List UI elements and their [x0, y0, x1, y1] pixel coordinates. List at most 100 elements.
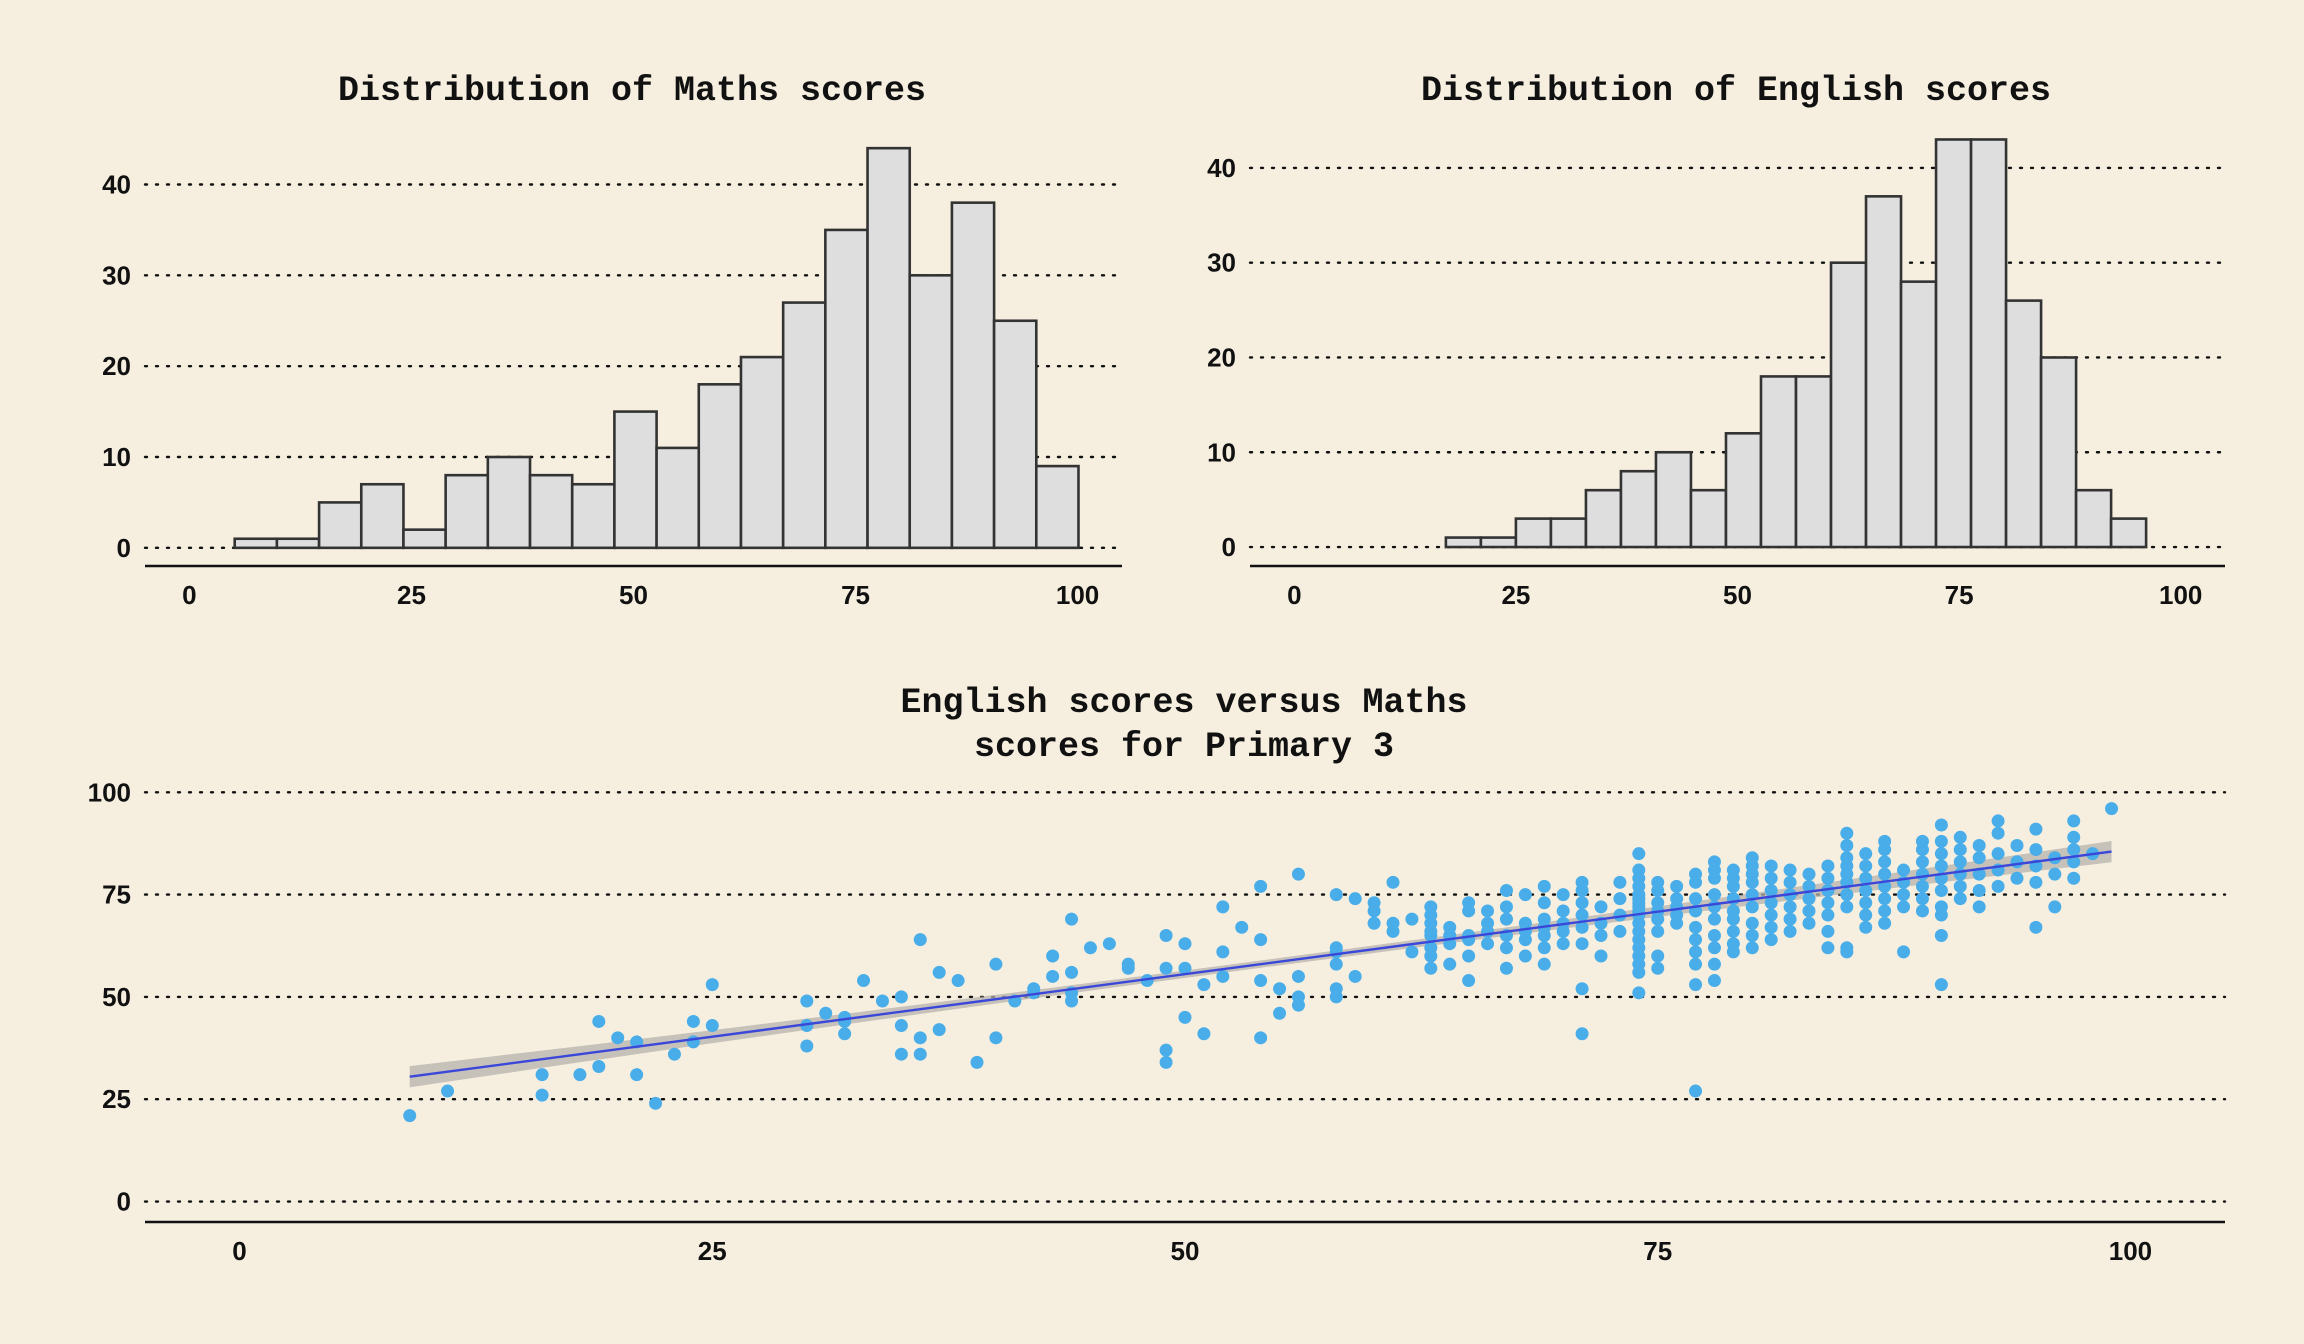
scatter-point [1254, 879, 1268, 893]
maths-histogram-bar [739, 355, 785, 550]
scatter-point [1934, 900, 1948, 914]
scatter-point [1291, 969, 1305, 983]
scatter-point [2067, 855, 2081, 869]
maths-histogram-bar [655, 446, 701, 550]
scatter-point [1707, 888, 1721, 902]
scatter-point [1878, 904, 1892, 918]
scatter-point [1783, 863, 1797, 877]
scatter-point [1537, 941, 1551, 955]
scatter-point [1197, 1027, 1211, 1041]
scatter-point [649, 1096, 663, 1110]
scatter-point [1178, 961, 1192, 975]
scatter-point [1424, 961, 1438, 975]
scatter-point [2010, 838, 2024, 852]
maths-y-tick-label: 0 [117, 533, 131, 563]
scatter-point [1840, 900, 1854, 914]
scatter-point [1254, 933, 1268, 947]
scatter-point [1953, 855, 1967, 869]
english-histogram-bar [2039, 356, 2078, 549]
scatter-point [1159, 1055, 1173, 1069]
scatter-point [913, 1031, 927, 1045]
maths-x-tick-label: 75 [841, 580, 870, 610]
scatter-point [1575, 982, 1589, 996]
english-x-tick-label: 75 [1945, 580, 1974, 610]
scatter-point [630, 1068, 644, 1082]
scatter-point [1424, 941, 1438, 955]
scatter-point [1783, 900, 1797, 914]
scatter-point [1689, 957, 1703, 971]
scatter-point [1632, 986, 1646, 1000]
scatter-point [1859, 871, 1873, 885]
english-histogram-bar [1969, 138, 2008, 549]
english-histogram-bar [1479, 536, 1518, 549]
scatter-point [1953, 867, 1967, 881]
maths-histogram-bar [866, 146, 912, 550]
english-bars [1444, 138, 2148, 549]
scatter-point [1707, 941, 1721, 955]
scatter-point [1840, 941, 1854, 955]
scatter-point [1481, 916, 1495, 930]
scatter-point [1802, 892, 1816, 906]
scatter-point [1764, 920, 1778, 934]
scatter-point [1159, 961, 1173, 975]
scatter-title-line-2: scores for Primary 3 [974, 727, 1394, 767]
scatter-point [1273, 1006, 1287, 1020]
english-x-tick-label: 25 [1501, 580, 1530, 610]
scatter-point [1651, 961, 1665, 975]
english-histogram-bar [1549, 517, 1588, 549]
scatter-point [1934, 978, 1948, 992]
english-histogram-bar [1724, 432, 1763, 549]
scatter-fit-line [409, 850, 2112, 1078]
scatter-point [1537, 879, 1551, 893]
scatter-point [1707, 929, 1721, 943]
maths-x-tick-label: 100 [1056, 580, 1099, 610]
scatter-point [1878, 916, 1892, 930]
scatter-point [1556, 904, 1570, 918]
english-histogram-bar [1759, 375, 1798, 549]
scatter-point [1537, 912, 1551, 926]
scatter-y-tick-label: 75 [102, 880, 131, 910]
maths-histogram-title: Distribution of Maths scores [338, 71, 926, 111]
scatter-point [894, 990, 908, 1004]
scatter-point [1878, 834, 1892, 848]
scatter-point [1764, 896, 1778, 910]
scatter-point [1651, 949, 1665, 963]
scatter-point [1859, 896, 1873, 910]
scatter-point [1594, 900, 1608, 914]
english-histogram-bar [2004, 299, 2043, 549]
scatter-point [1594, 929, 1608, 943]
scatter-point [1518, 949, 1532, 963]
scatter-point [1840, 826, 1854, 840]
english-histogram-bar [2109, 517, 2148, 549]
scatter-point [1329, 888, 1343, 902]
maths-histogram-bar [824, 228, 869, 550]
scatter-point [989, 957, 1003, 971]
scatter-point [1802, 867, 1816, 881]
scatter-point [1915, 892, 1929, 906]
english-histogram-bar [1689, 488, 1728, 549]
scatter-point [573, 1068, 587, 1082]
english-y-tick-label: 10 [1207, 437, 1236, 467]
maths-histogram-bar [317, 501, 363, 550]
scatter-point [800, 1019, 814, 1033]
scatter-point [1027, 982, 1041, 996]
scatter-point [1915, 834, 1929, 848]
maths-x-tick-label: 50 [619, 580, 648, 610]
scatter-point [1632, 863, 1646, 877]
scatter-point [2048, 867, 2062, 881]
maths-histogram-bar [992, 319, 1038, 550]
scatter-point [535, 1068, 549, 1082]
scatter-point [1178, 1010, 1192, 1024]
scatter-point [1934, 834, 1948, 848]
scatter-point [1764, 933, 1778, 947]
scatter-point [705, 1019, 719, 1033]
scatter-point [1821, 908, 1835, 922]
english-histogram-bar [1934, 138, 1973, 549]
scatter-point [1670, 892, 1684, 906]
maths-histogram-bar [528, 473, 574, 550]
scatter-point [1764, 859, 1778, 873]
scatter-plot: English scores versus Maths scores for P… [88, 683, 2227, 1266]
scatter-point [1689, 1084, 1703, 1098]
scatter-point [989, 1031, 1003, 1045]
